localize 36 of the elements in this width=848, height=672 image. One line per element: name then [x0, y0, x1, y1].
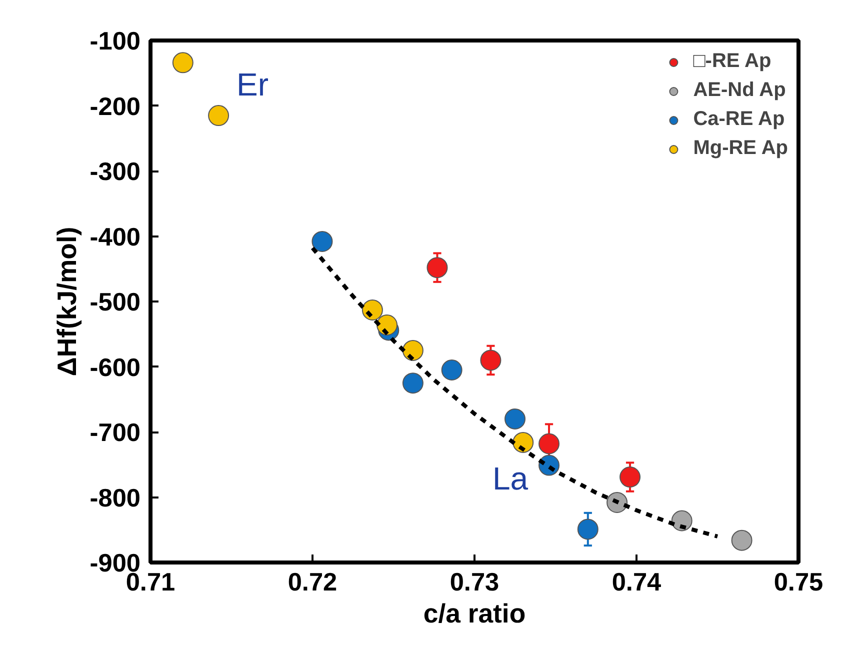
point: [362, 300, 383, 320]
point: [504, 408, 526, 430]
annotation: Er: [236, 66, 269, 102]
point: [312, 230, 333, 252]
point: [620, 466, 641, 488]
annotation: La: [492, 460, 528, 496]
legend-label: Mg-RE Ap: [693, 137, 788, 160]
point: [426, 257, 448, 278]
x-tick-label: 0.74: [612, 568, 662, 596]
point: [480, 350, 502, 371]
x-tick-label: 0.75: [774, 568, 824, 596]
point: [172, 52, 194, 74]
y-axis-title: ΔHf(kJ/mol): [52, 226, 82, 376]
x-tick-label: 0.73: [450, 568, 500, 596]
y-tick-label: -800: [90, 484, 141, 512]
point: [671, 510, 692, 532]
point: [512, 432, 534, 453]
y-tick-label: -400: [90, 223, 141, 252]
x-tick-label: 0.72: [288, 568, 338, 596]
legend-label: AE-Nd Ap: [693, 79, 786, 102]
point: [402, 372, 424, 394]
point: [441, 360, 462, 380]
legend-label: □-RE Ap: [693, 50, 772, 73]
y-tick-label: -500: [90, 288, 141, 316]
point: [208, 105, 230, 126]
y-tick-label: -300: [90, 158, 141, 186]
x-axis-title: c/a ratio: [423, 598, 526, 628]
y-tick-label: -200: [90, 92, 141, 121]
y-tick-label: -600: [90, 354, 141, 382]
point: [731, 530, 752, 551]
point: [402, 340, 424, 361]
point: [538, 433, 560, 454]
legend-label: Ca-RE Ap: [693, 108, 785, 131]
point: [577, 518, 598, 540]
y-tick-label: -700: [90, 419, 141, 447]
y-tick-label: -100: [90, 28, 141, 56]
